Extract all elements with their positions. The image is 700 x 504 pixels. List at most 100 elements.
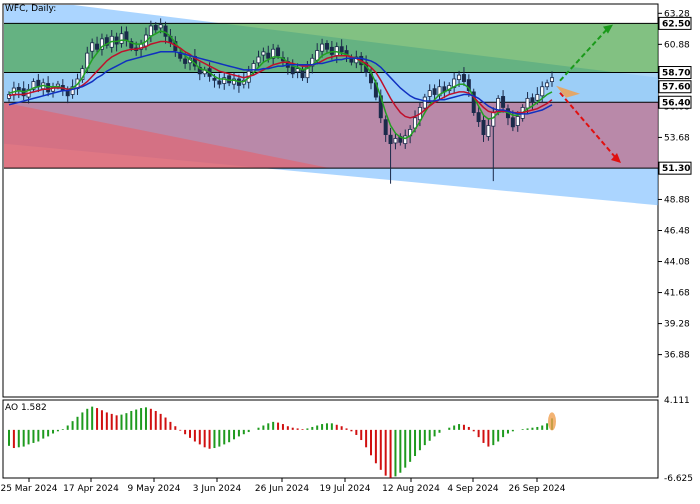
candle-body [129,41,134,49]
candle-body [90,42,95,52]
candle-body [466,79,471,92]
candle-body [403,135,408,145]
ao-indicator-label: AO 1.582 [5,403,47,413]
x-tick-label: 25 Mar 2024 [0,484,57,494]
candle-body [212,77,217,81]
candle-body [55,83,60,87]
candle-body [383,119,388,135]
candle-body [471,91,476,113]
y-tick-label: 63.28 [664,9,690,19]
x-tick-label: 19 Jul 2024 [320,484,371,494]
candle-body [432,88,437,95]
candle-body [437,86,442,97]
candle-body [31,81,36,90]
candle-body [276,47,281,57]
x-tick-label: 17 Apr 2024 [63,484,119,494]
candle-body [217,80,222,85]
candle-body [232,78,237,85]
candle-body [476,112,481,123]
downside-zone [4,102,658,169]
candle-body [525,97,530,109]
candle-body [7,94,12,99]
price-label-box [658,80,692,94]
candle-body [65,90,70,97]
price-label-box [658,161,692,175]
forecast-up-arrowhead [603,24,613,34]
price-label-box [658,16,692,30]
candle-body [427,90,432,97]
moving-average-line [8,40,553,119]
price-label: 62.50 [662,19,690,29]
candle-body [501,96,506,108]
candle-body [256,56,261,64]
candle-body [320,43,325,52]
candle-body [124,31,129,41]
x-tick-label: 26 Jun 2024 [255,484,309,494]
candle-body [422,96,427,109]
candle-body [393,138,398,144]
y-tick-label: 41.68 [664,289,690,299]
price-label-box [658,66,692,80]
candle-body [388,134,393,145]
candle-body [119,33,124,44]
price-label: 56.40 [662,98,690,108]
candle-body [163,25,168,37]
candle-body [491,112,496,127]
candle-body [148,25,153,37]
candle-body [515,116,520,126]
forecast-down-arrowhead [611,153,621,164]
y-tick-label: 46.48 [664,226,690,236]
candle-body [481,119,486,135]
candle-body [104,37,109,46]
candle-body [510,117,515,128]
candle-body [266,52,271,59]
candle-body [153,24,158,31]
x-tick-label: 4 Sep 2024 [447,484,499,494]
candle-body [305,66,310,79]
y-tick-label: 44.08 [664,258,690,268]
ao-plot-frame [2,399,659,479]
candle-body [46,83,51,93]
candle-body [271,48,276,59]
candle-body [295,68,300,73]
candle-body [300,69,305,79]
y-tick-label: 53.68 [664,133,690,143]
candle-body [457,74,462,81]
forecast-up-arrow [559,25,611,82]
candle-body [530,97,535,103]
candle-body [70,86,75,95]
y-tick-label: 60.88 [664,40,690,50]
candle-body [540,86,545,97]
candle-body [550,77,555,82]
candle-body [158,24,163,29]
candle-body [261,51,266,56]
candle-body [339,46,344,53]
moving-average-line [8,51,553,115]
x-tick-label: 9 May 2024 [128,484,181,494]
ao-y-tick-label: 4.111 [664,396,690,406]
x-tick-label: 26 Sep 2024 [508,484,565,494]
price-label: 57.60 [662,83,690,93]
candle-body [545,82,550,88]
candle-body [535,94,540,101]
candle-body [461,74,466,82]
candle-body [197,66,202,75]
y-tick-label: 36.88 [664,351,690,361]
main-plot-area [4,5,658,206]
x-tick-label: 12 Aug 2024 [382,484,440,494]
candle-body [222,77,227,84]
forecast-down-arrow [559,92,619,162]
candle-body [329,46,334,55]
candle-body [95,43,100,50]
candle-body [99,38,104,50]
moving-average-line [8,30,553,140]
price-label: 51.30 [662,164,690,174]
ao-y-tick-label: -6.625 [664,474,693,484]
candle-body [290,66,295,75]
y-tick-label: 39.28 [664,320,690,330]
candle-body [324,43,329,50]
target-marker [556,85,580,98]
ao-current-marker [548,412,556,431]
